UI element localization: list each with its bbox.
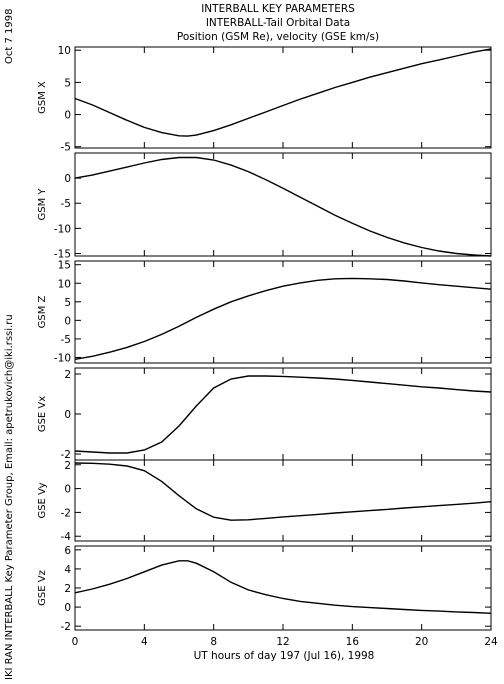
x-tick-label: 16 [346, 636, 360, 648]
x-axis: 0 4 8 12 16 20 24 [72, 636, 498, 648]
y-tick-label: 2 [64, 460, 71, 472]
series-line [74, 462, 492, 521]
x-tick-label: 24 [484, 636, 498, 648]
series-line [74, 48, 492, 137]
chart-panel: -10 -5 0 5 10 15 GSM Z [37, 260, 492, 364]
panel-frame [74, 459, 492, 542]
y-tick-label: -5 [61, 334, 71, 346]
y-tick-label: -15 [54, 248, 71, 260]
y-axis-title: GSM Y [37, 188, 48, 221]
panel-frame [74, 152, 492, 257]
x-tick-label: 20 [415, 636, 428, 648]
y-tick-label: -5 [61, 198, 71, 210]
y-tick-label: -10 [54, 223, 71, 235]
series-line [74, 277, 492, 360]
y-tick-label: 5 [64, 297, 71, 309]
chart-panel: -4 -2 0 2 GSE Vy [37, 459, 492, 543]
y-axis-title: GSE Vz [37, 570, 48, 606]
y-tick-label: -2 [61, 507, 71, 519]
plot-date: Oct 7 1998 [4, 9, 15, 64]
series-line [74, 375, 492, 454]
y-tick-label: 0 [64, 409, 71, 421]
y-tick-label: -4 [61, 531, 72, 543]
x-tick-label: 12 [276, 636, 289, 648]
series-line [74, 560, 492, 614]
y-axis-title: GSE Vx [37, 396, 48, 432]
y-axis-title: GSM X [37, 81, 48, 114]
y-tick-label: 10 [58, 278, 71, 290]
y-tick-label: 0 [64, 484, 71, 496]
title-line: INTERBALL-Tail Orbital Data [206, 17, 350, 29]
y-tick-label: 0 [64, 315, 71, 327]
y-tick-label: -2 [61, 449, 71, 461]
chart-panel: -15 -10 -5 0 GSM Y [37, 152, 492, 260]
y-tick-label: -5 [61, 142, 71, 154]
y-tick-label: 0 [64, 602, 71, 614]
y-tick-label: 10 [58, 45, 71, 57]
title-line: Position (GSM Re), velocity (GSE km/s) [177, 31, 379, 43]
y-axis-title: GSM Z [37, 295, 48, 328]
y-tick-label: 2 [64, 583, 71, 595]
chart-panels: -5 0 5 10 GSM X -15 -10 -5 0 GSM Y -10 -5 0 5 10 15 GSM … [37, 45, 492, 633]
y-tick-label: 6 [64, 545, 71, 557]
panel-frame [74, 367, 492, 461]
credit-line: IKI RAN INTERBALL Key Parameter Group, E… [4, 314, 15, 680]
y-axis-title: GSE Vy [37, 482, 48, 518]
x-tick-label: 0 [72, 636, 79, 648]
y-tick-label: 0 [64, 110, 71, 122]
y-tick-label: 4 [64, 564, 71, 576]
y-tick-label: 0 [64, 173, 71, 185]
chart-panel: -5 0 5 10 GSM X [37, 45, 492, 154]
x-tick-label: 8 [210, 636, 217, 648]
panel-frame [74, 260, 492, 364]
y-tick-label: 15 [58, 260, 71, 272]
series-line [74, 156, 492, 257]
chart-panel: -2 0 2 GSE Vx [37, 367, 492, 461]
y-tick-label: 5 [64, 77, 71, 89]
y-tick-label: 2 [64, 369, 71, 381]
chart-panel: -2 0 2 4 6 GSE Vz [37, 545, 492, 633]
figure-title: INTERBALL KEY PARAMETERS INTERBALL-Tail … [177, 3, 379, 43]
x-axis-title: UT hours of day 197 (Jul 16), 1998 [194, 650, 375, 662]
y-tick-label: -10 [54, 352, 71, 364]
y-tick-label: -2 [61, 621, 71, 633]
title-line: INTERBALL KEY PARAMETERS [201, 3, 355, 15]
panel-frame [74, 545, 492, 631]
x-tick-label: 4 [141, 636, 148, 648]
